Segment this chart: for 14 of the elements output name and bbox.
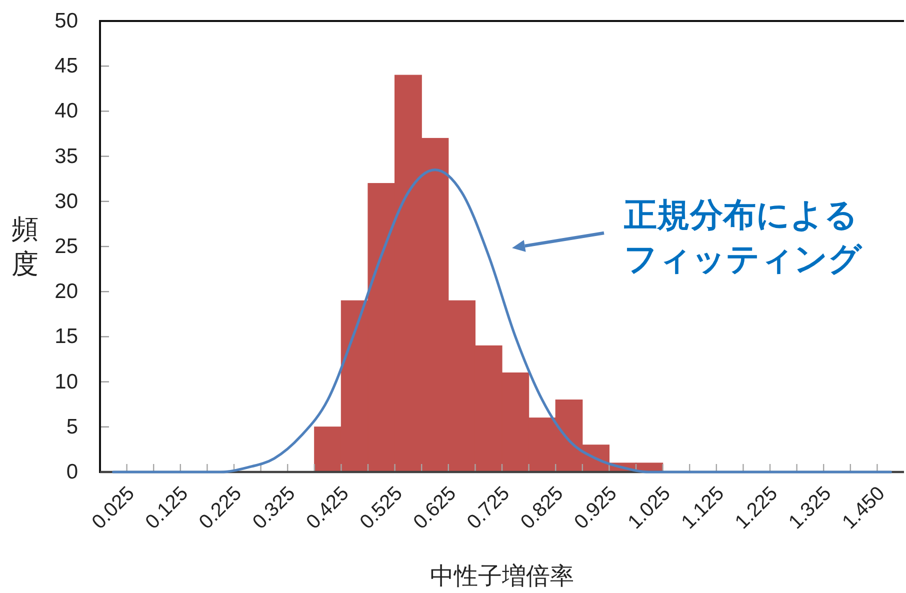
y-tick-label: 50 xyxy=(54,10,78,32)
y-tick-label: 25 xyxy=(54,235,78,258)
y-tick-label: 40 xyxy=(54,100,78,123)
y-tick-label: 15 xyxy=(54,325,78,348)
y-axis-title: 頻度 xyxy=(12,214,38,280)
y-tick-label: 10 xyxy=(54,370,78,394)
y-tick-label: 20 xyxy=(54,280,78,304)
y-tick-label: 0 xyxy=(66,460,78,484)
y-tick-label: 35 xyxy=(54,144,78,168)
y-tick-label: 5 xyxy=(66,415,78,438)
annotation: 正規分布によるフィッティング xyxy=(623,196,863,277)
y-tick-label: 30 xyxy=(54,190,78,213)
x-axis-title: 中性子増倍率 xyxy=(430,563,574,590)
y-tick-label: 45 xyxy=(54,54,78,78)
